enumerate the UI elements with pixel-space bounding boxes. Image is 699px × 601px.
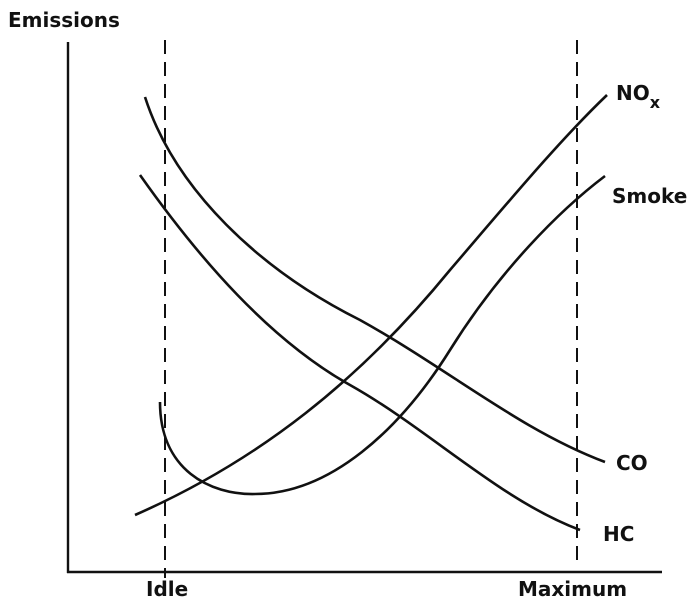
maximum-label: Maximum — [518, 577, 627, 601]
nox-label-sub: x — [650, 93, 661, 112]
nox-curve — [134, 94, 608, 517]
co-label: CO — [616, 451, 648, 475]
smoke-label: Smoke — [612, 184, 687, 208]
nox-label-main: NO — [616, 81, 650, 105]
smoke-curve — [158, 174, 606, 496]
hc-label: HC — [603, 522, 634, 546]
nox-label: NOx — [616, 81, 661, 112]
hc-curve — [138, 174, 581, 532]
idle-label: Idle — [146, 577, 188, 601]
co-curve — [143, 96, 606, 464]
y-axis-label: Emissions — [8, 8, 120, 32]
